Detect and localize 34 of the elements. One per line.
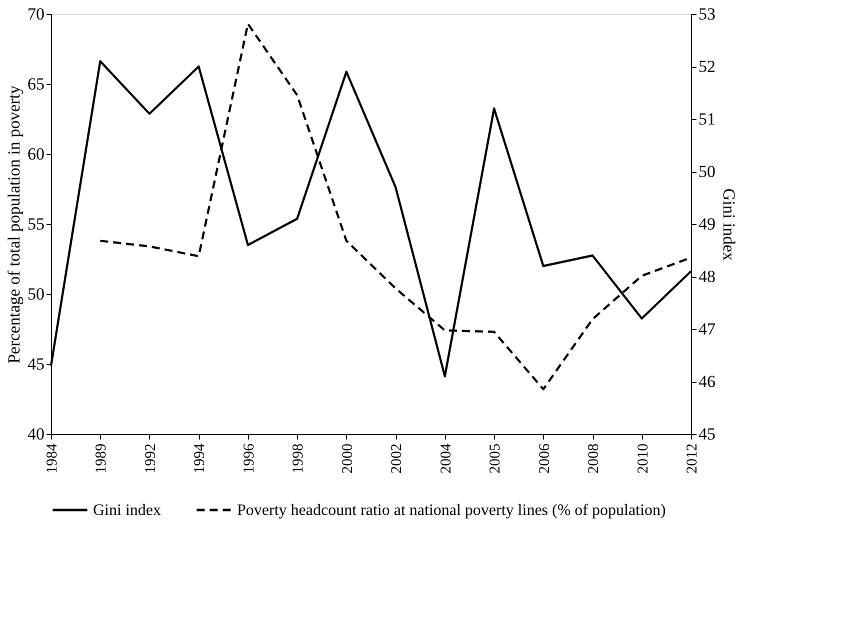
y-tick-label: 45 [28, 354, 44, 374]
x-tick-label: 1992 [142, 444, 159, 474]
x-tick-label: 1989 [94, 444, 110, 474]
legend-label: Gini index [93, 502, 161, 519]
x-tick-label: 1994 [192, 443, 208, 474]
y2-tick-label: 53 [698, 4, 716, 24]
y-tick-label: 40 [28, 424, 44, 444]
y2-tick-label: 51 [698, 110, 716, 128]
y2-tick-label: 49 [698, 214, 716, 234]
y-tick-label: 50 [28, 284, 44, 304]
y2-tick-label: 50 [698, 162, 716, 181]
x-tick-label: 1984 [44, 443, 60, 474]
x-tick-label: 1996 [241, 443, 258, 474]
y-tick-label: 55 [28, 214, 44, 234]
x-tick-label: 2008 [586, 444, 602, 474]
y2-tick-label: 47 [698, 320, 716, 338]
x-tick-label: 1998 [290, 444, 307, 474]
x-tick-label: 2000 [340, 444, 356, 474]
x-tick-label: 2010 [635, 444, 652, 474]
y2-tick-label: 46 [698, 372, 716, 391]
x-tick-label: 2005 [488, 444, 504, 474]
y2-tick-label: 52 [698, 57, 716, 76]
x-tick-label: 2006 [536, 443, 553, 474]
y-axis-title: Percentage of total population in poverty [4, 84, 24, 364]
y2-tick-label: 48 [698, 267, 716, 286]
x-tick-label: 2002 [389, 444, 406, 474]
y2-tick-label: 45 [698, 424, 716, 444]
x-tick-label: 2012 [684, 444, 700, 474]
y-tick-label: 60 [28, 144, 44, 164]
legend-label: Poverty headcount ratio at national poverty lines (% of population) [237, 502, 666, 519]
y-tick-label: 65 [28, 74, 44, 94]
y2-axis-title: Gini index [720, 188, 738, 262]
y-tick-label: 70 [28, 4, 44, 24]
x-tick-label: 2004 [438, 443, 454, 474]
